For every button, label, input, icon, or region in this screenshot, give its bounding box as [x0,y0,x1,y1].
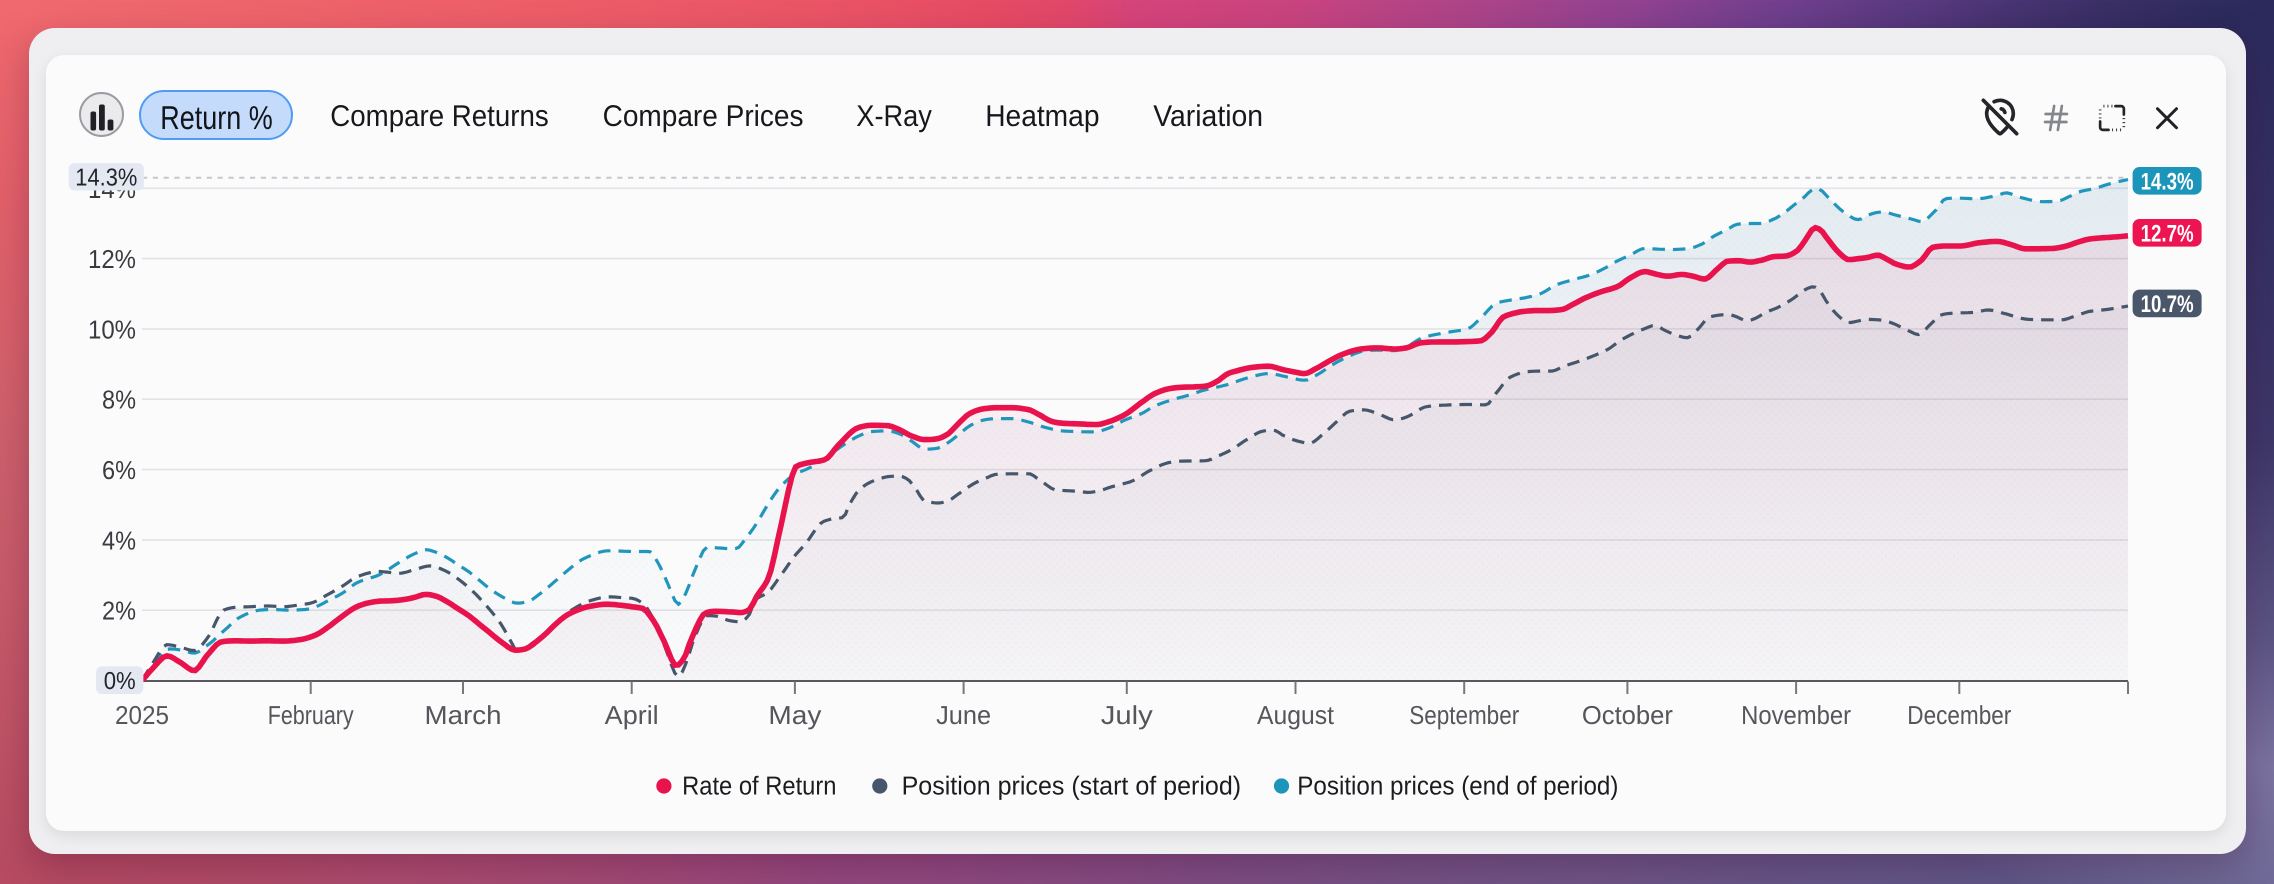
svg-text:2025: 2025 [115,700,169,730]
svg-text:6%: 6% [102,455,136,485]
svg-text:X-Ray: X-Ray [856,100,932,133]
svg-text:8%: 8% [102,385,136,415]
svg-text:Rate of Return: Rate of Return [682,771,836,801]
svg-text:Variation: Variation [1153,100,1263,133]
svg-text:August: August [1257,700,1335,730]
svg-text:Compare Returns: Compare Returns [330,100,548,133]
svg-text:March: March [425,700,502,730]
svg-text:12.7%: 12.7% [2141,220,2194,247]
svg-text:September: September [1409,700,1519,730]
svg-text:Position prices (end of period: Position prices (end of period) [1297,771,1618,801]
svg-text:Compare Prices: Compare Prices [603,100,804,133]
svg-text:Return %: Return % [160,99,272,136]
svg-text:Position prices (start of peri: Position prices (start of period) [902,771,1242,801]
svg-text:November: November [1741,700,1851,730]
svg-text:October: October [1582,700,1673,730]
svg-text:2%: 2% [102,596,136,626]
svg-text:0%: 0% [104,668,136,695]
svg-text:February: February [268,700,354,730]
svg-text:July: July [1101,700,1153,730]
svg-text:December: December [1907,700,2011,730]
svg-text:12%: 12% [88,244,136,274]
svg-text:10%: 10% [88,314,136,344]
svg-text:April: April [605,700,659,730]
svg-text:Heatmap: Heatmap [985,100,1099,133]
svg-text:10.7%: 10.7% [2141,291,2194,318]
svg-text:June: June [936,700,991,730]
svg-text:14.3%: 14.3% [2141,168,2194,195]
svg-text:May: May [768,700,821,730]
svg-text:14.3%: 14.3% [75,165,137,192]
svg-text:4%: 4% [102,525,136,555]
